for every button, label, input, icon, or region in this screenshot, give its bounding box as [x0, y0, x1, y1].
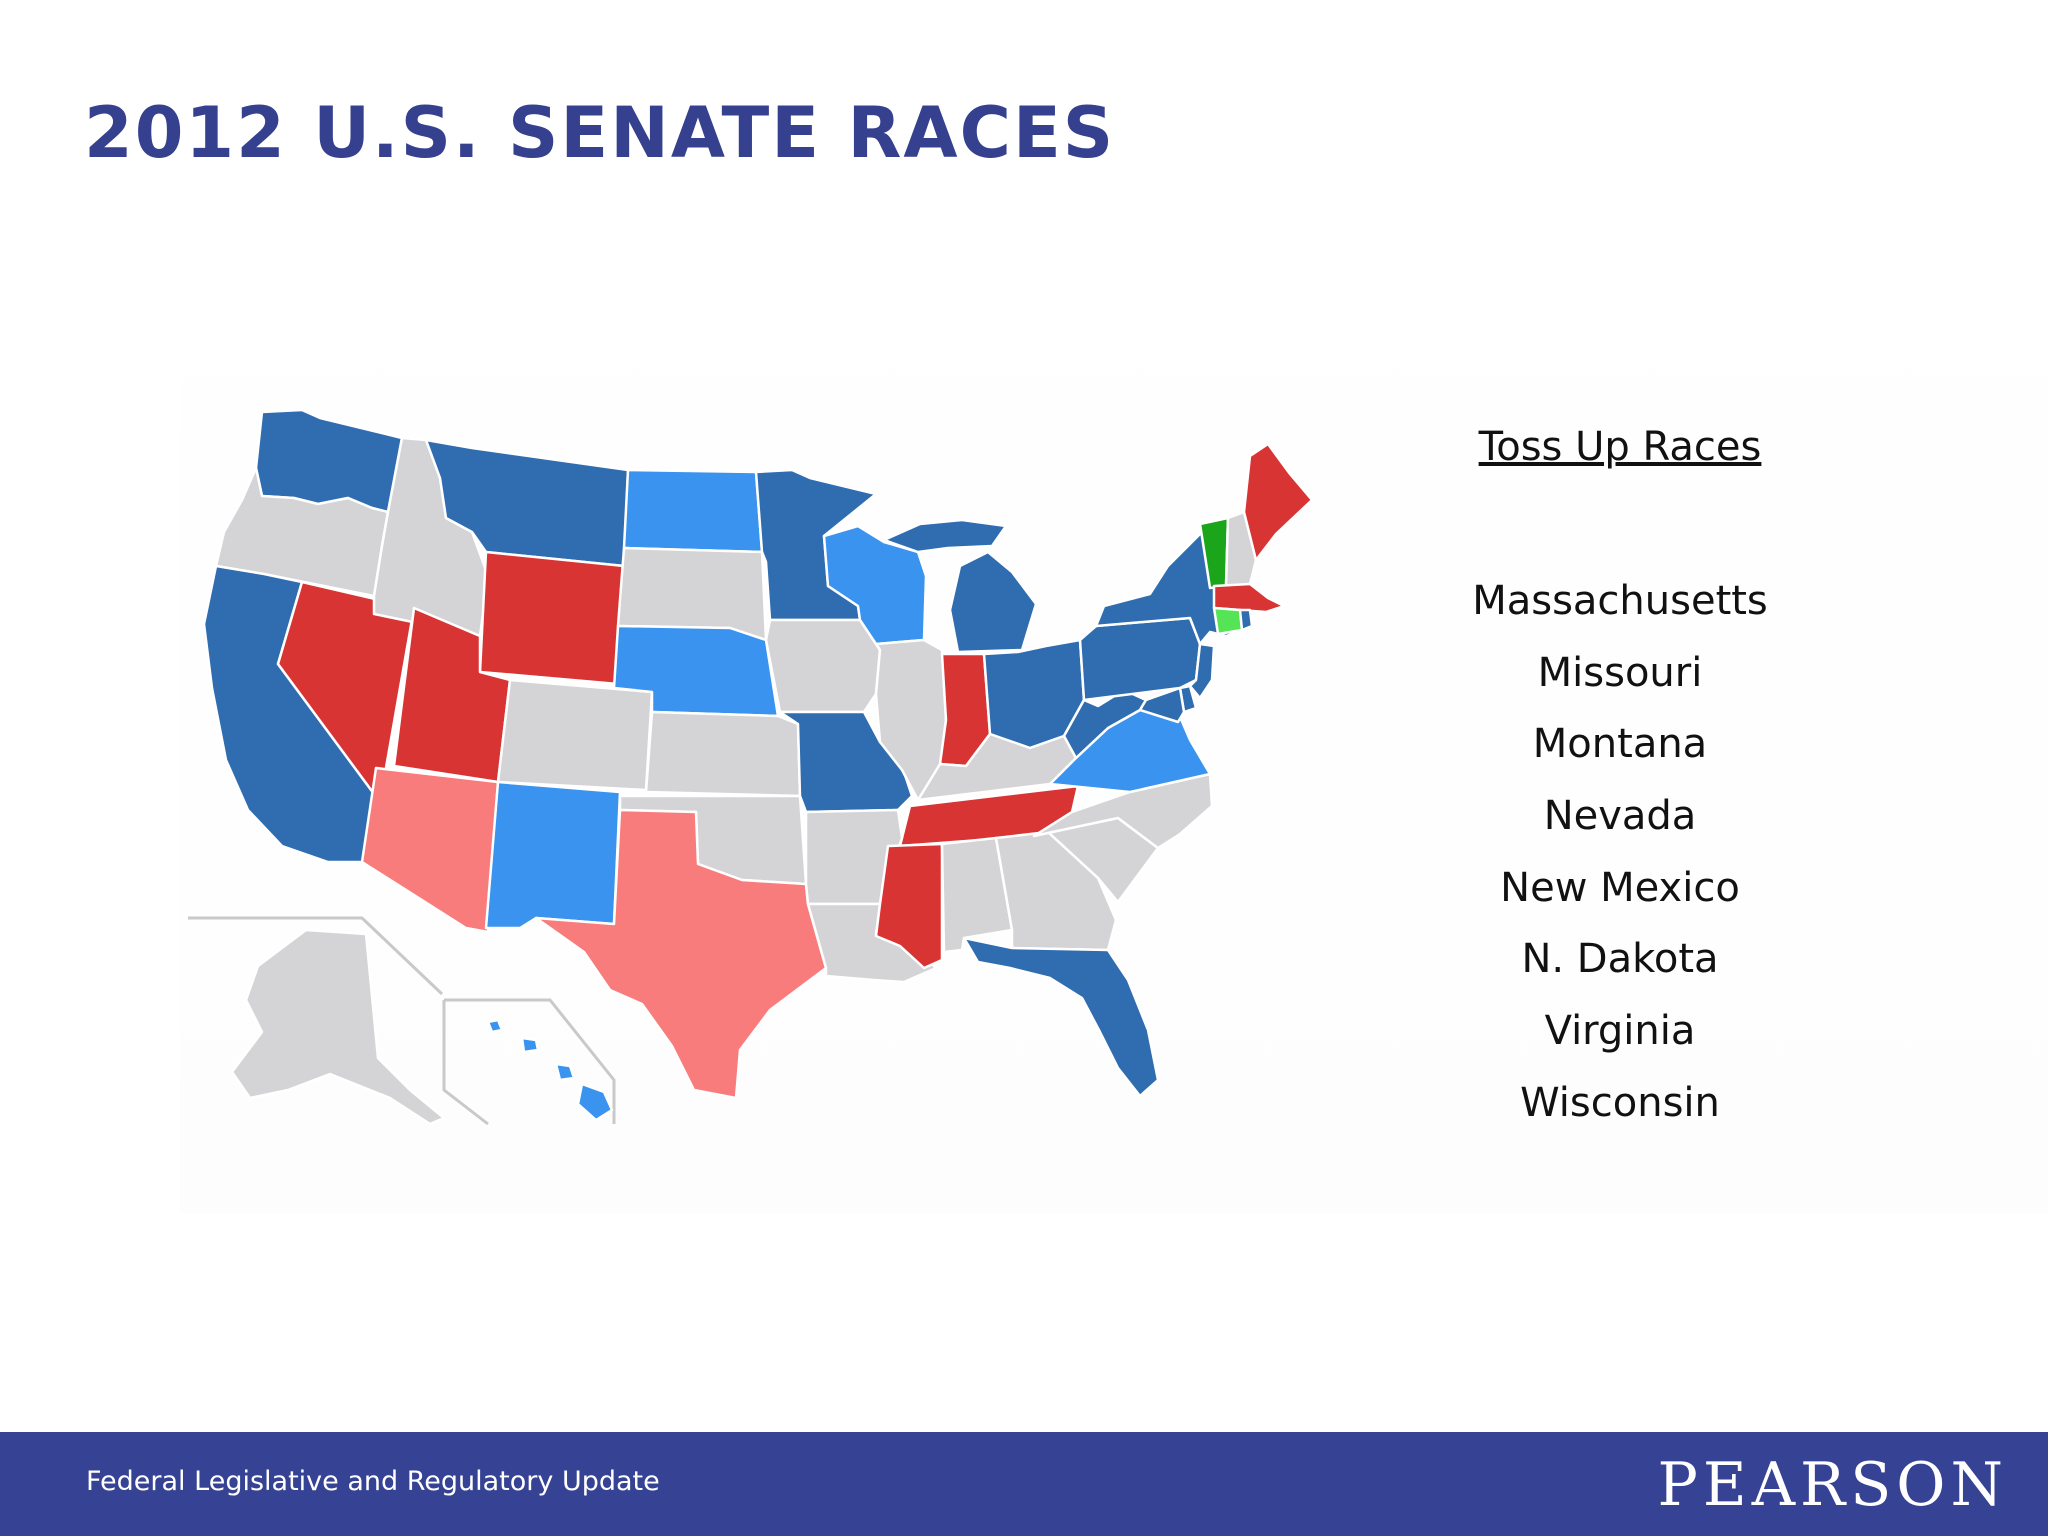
inset-frame-hawaii [442, 998, 616, 1126]
state-hawaii-maui [554, 1062, 576, 1082]
state-alaska [230, 928, 446, 1126]
state-hawaii-kauai [486, 1018, 504, 1034]
us-senate-map [188, 408, 1314, 1126]
inset-frame-alaska [188, 916, 444, 996]
state-new-jersey [1188, 642, 1216, 700]
footer-text: Federal Legislative and Regulatory Updat… [86, 1466, 660, 1497]
state-michigan-lower [948, 550, 1038, 654]
state-rhode-island [1238, 608, 1254, 632]
toss-up-heading: Toss Up Races [1478, 424, 1762, 470]
toss-up-legend: Toss Up Races Massachusetts Missouri Mon… [1440, 424, 1800, 1140]
state-kansas [644, 710, 802, 798]
toss-up-item: Virginia [1544, 1008, 1696, 1055]
state-colorado [496, 678, 654, 792]
state-north-dakota [622, 468, 764, 554]
state-hawaii-big-island [576, 1082, 614, 1122]
state-new-mexico [484, 780, 622, 930]
toss-up-item: New Mexico [1500, 864, 1740, 911]
pearson-logo: PEARSON [1657, 1450, 2008, 1520]
state-florida [962, 936, 1160, 1098]
state-iowa [764, 618, 882, 714]
footer-bar: Federal Legislative and Regulatory Updat… [0, 1432, 2048, 1536]
slide-title: 2012 U.S. SENATE RACES [84, 92, 1116, 174]
state-north-carolina [1032, 772, 1214, 850]
toss-up-item: Massachusetts [1472, 578, 1768, 624]
state-maine [1242, 442, 1314, 562]
toss-up-item: N. Dakota [1521, 936, 1719, 983]
state-wyoming [478, 550, 626, 686]
state-hawaii-oahu [520, 1036, 540, 1054]
state-missouri [778, 710, 914, 814]
state-texas [534, 808, 828, 1100]
toss-up-item: Nevada [1543, 793, 1697, 840]
state-michigan-upper [882, 518, 1008, 554]
toss-up-item: Wisconsin [1520, 1079, 1720, 1126]
toss-up-list: Massachusetts Missouri Montana Nevada Ne… [1440, 566, 1800, 1140]
state-maryland [1138, 686, 1186, 724]
toss-up-item: Montana [1532, 721, 1708, 768]
state-connecticut [1212, 606, 1244, 636]
toss-up-item: Missouri [1537, 649, 1703, 696]
state-arizona [360, 766, 500, 934]
